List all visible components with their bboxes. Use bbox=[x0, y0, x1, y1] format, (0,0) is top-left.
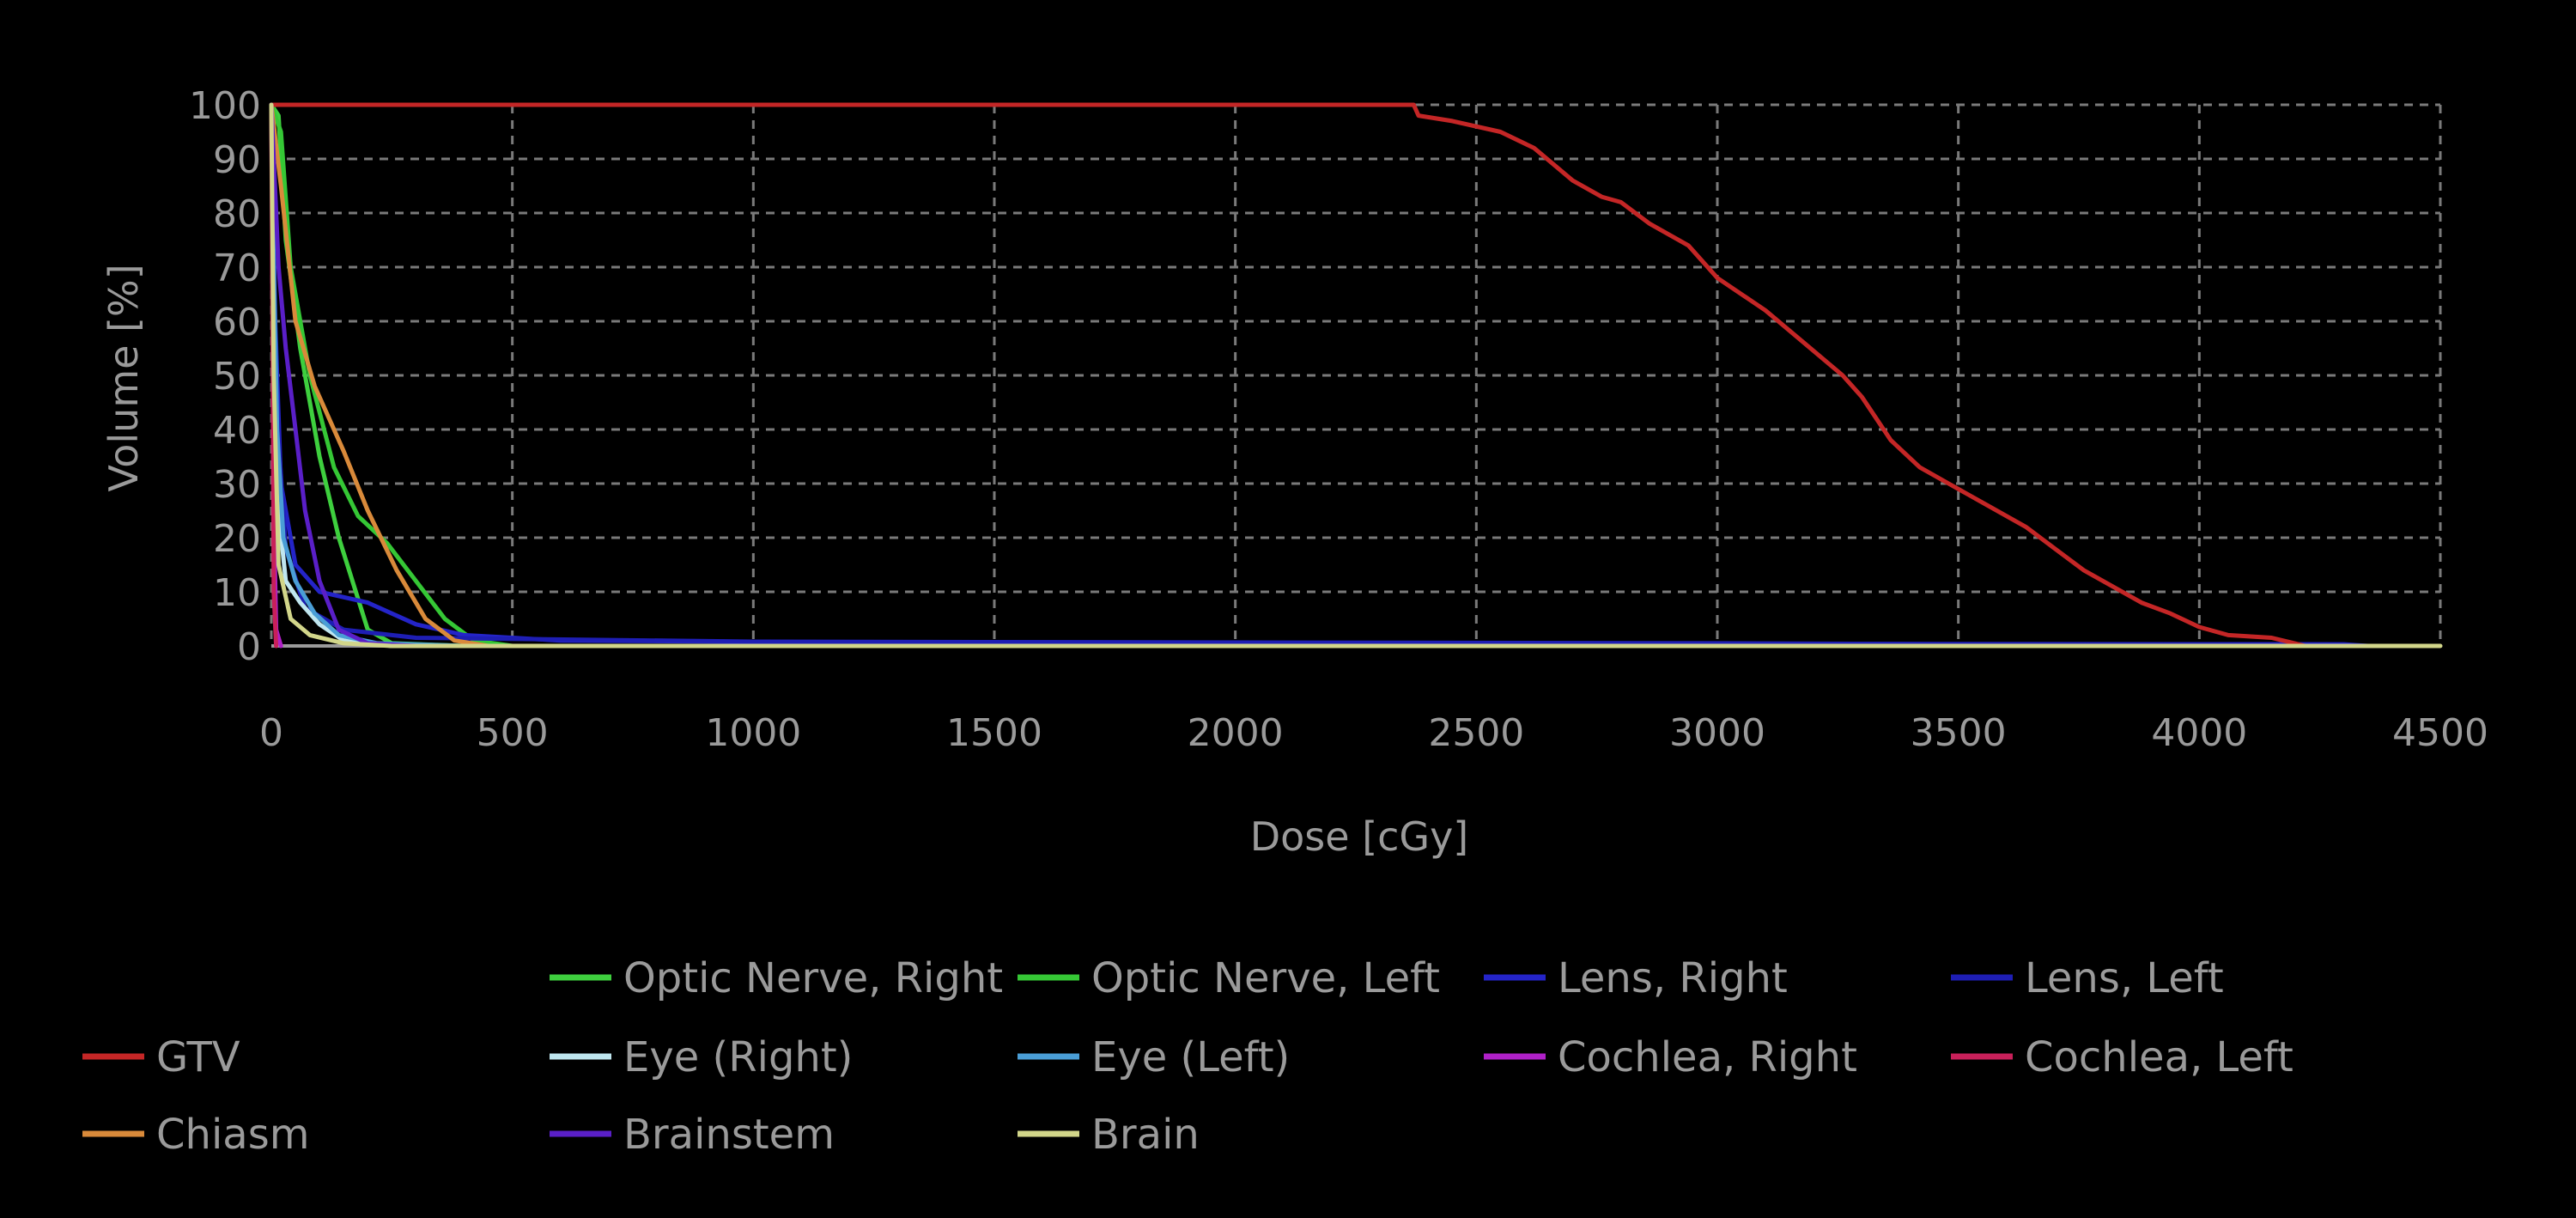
legend-item: Brainstem bbox=[550, 1111, 835, 1159]
plot-grid bbox=[270, 103, 2442, 648]
legend-item: Cochlea, Right bbox=[1484, 1033, 1857, 1081]
legend-label: Brainstem bbox=[623, 1111, 835, 1159]
y-tick-label: 90 bbox=[213, 138, 261, 182]
legend-label: Cochlea, Right bbox=[1558, 1033, 1857, 1081]
legend-item: Lens, Left bbox=[1951, 954, 2224, 1002]
x-tick-label: 3000 bbox=[1669, 711, 1765, 755]
series-line-gtv bbox=[269, 102, 2308, 649]
y-tick-label: 30 bbox=[213, 463, 261, 507]
legend-label: Eye (Left) bbox=[1091, 1033, 1290, 1081]
y-tick-label: 50 bbox=[213, 355, 261, 399]
x-tick-label: 0 bbox=[259, 711, 283, 755]
legend-item: Cochlea, Left bbox=[1951, 1033, 2293, 1081]
y-tick-label: 100 bbox=[189, 84, 261, 128]
legend-item: Lens, Right bbox=[1484, 954, 1788, 1002]
y-tick-label: 10 bbox=[213, 571, 261, 615]
series-lines bbox=[269, 102, 2443, 649]
y-axis-ticks: 0 10 20 30 40 50 60 70 80 90 100 bbox=[189, 84, 261, 669]
legend-label: Lens, Right bbox=[1558, 954, 1788, 1002]
series-line-chiasm bbox=[269, 102, 491, 649]
x-tick-label: 1500 bbox=[946, 711, 1042, 755]
x-tick-label: 500 bbox=[477, 711, 549, 755]
legend-label: Optic Nerve, Left bbox=[1091, 954, 1440, 1002]
series-line-brain bbox=[269, 102, 2443, 649]
y-tick-label: 80 bbox=[213, 192, 261, 236]
legend-label: GTV bbox=[156, 1033, 240, 1081]
series-line-optic-nerve-left bbox=[269, 102, 515, 649]
x-tick-label: 1000 bbox=[705, 711, 801, 755]
legend-item: Eye (Left) bbox=[1018, 1033, 1290, 1081]
legend-item: Brain bbox=[1018, 1111, 1200, 1159]
x-tick-label: 4000 bbox=[2151, 711, 2247, 755]
y-tick-label: 70 bbox=[213, 247, 261, 290]
legend-item: Eye (Right) bbox=[550, 1033, 853, 1081]
x-tick-label: 4500 bbox=[2392, 711, 2488, 755]
x-tick-label: 2000 bbox=[1188, 711, 1284, 755]
x-tick-label: 2500 bbox=[1428, 711, 1524, 755]
legend-label: Optic Nerve, Right bbox=[623, 954, 1003, 1002]
legend-label: Cochlea, Left bbox=[2025, 1033, 2293, 1081]
x-tick-label: 3500 bbox=[1911, 711, 2007, 755]
legend-label: Brain bbox=[1091, 1111, 1200, 1159]
y-axis-title: Volume [%] bbox=[100, 264, 147, 491]
y-tick-label: 0 bbox=[237, 625, 261, 669]
series-line-brainstem bbox=[269, 102, 418, 649]
legend-item: Optic Nerve, Right bbox=[550, 954, 1003, 1002]
legend-label: Eye (Right) bbox=[623, 1033, 853, 1081]
legend-item: Optic Nerve, Left bbox=[1018, 954, 1440, 1002]
x-axis-title: Dose [cGy] bbox=[1250, 813, 1469, 860]
x-axis-ticks: 0 500 1000 1500 2000 2500 3000 3500 4000 4500 bbox=[259, 711, 2488, 755]
legend-label: Chiasm bbox=[156, 1111, 309, 1159]
y-tick-label: 40 bbox=[213, 409, 261, 453]
legend: Optic Nerve, Right Optic Nerve, Left Lens,… bbox=[82, 954, 2293, 1159]
y-tick-label: 60 bbox=[213, 301, 261, 344]
legend-item: GTV bbox=[82, 1033, 240, 1081]
y-tick-label: 20 bbox=[213, 517, 261, 561]
legend-label: Lens, Left bbox=[2025, 954, 2224, 1002]
legend-item: Chiasm bbox=[82, 1111, 309, 1159]
